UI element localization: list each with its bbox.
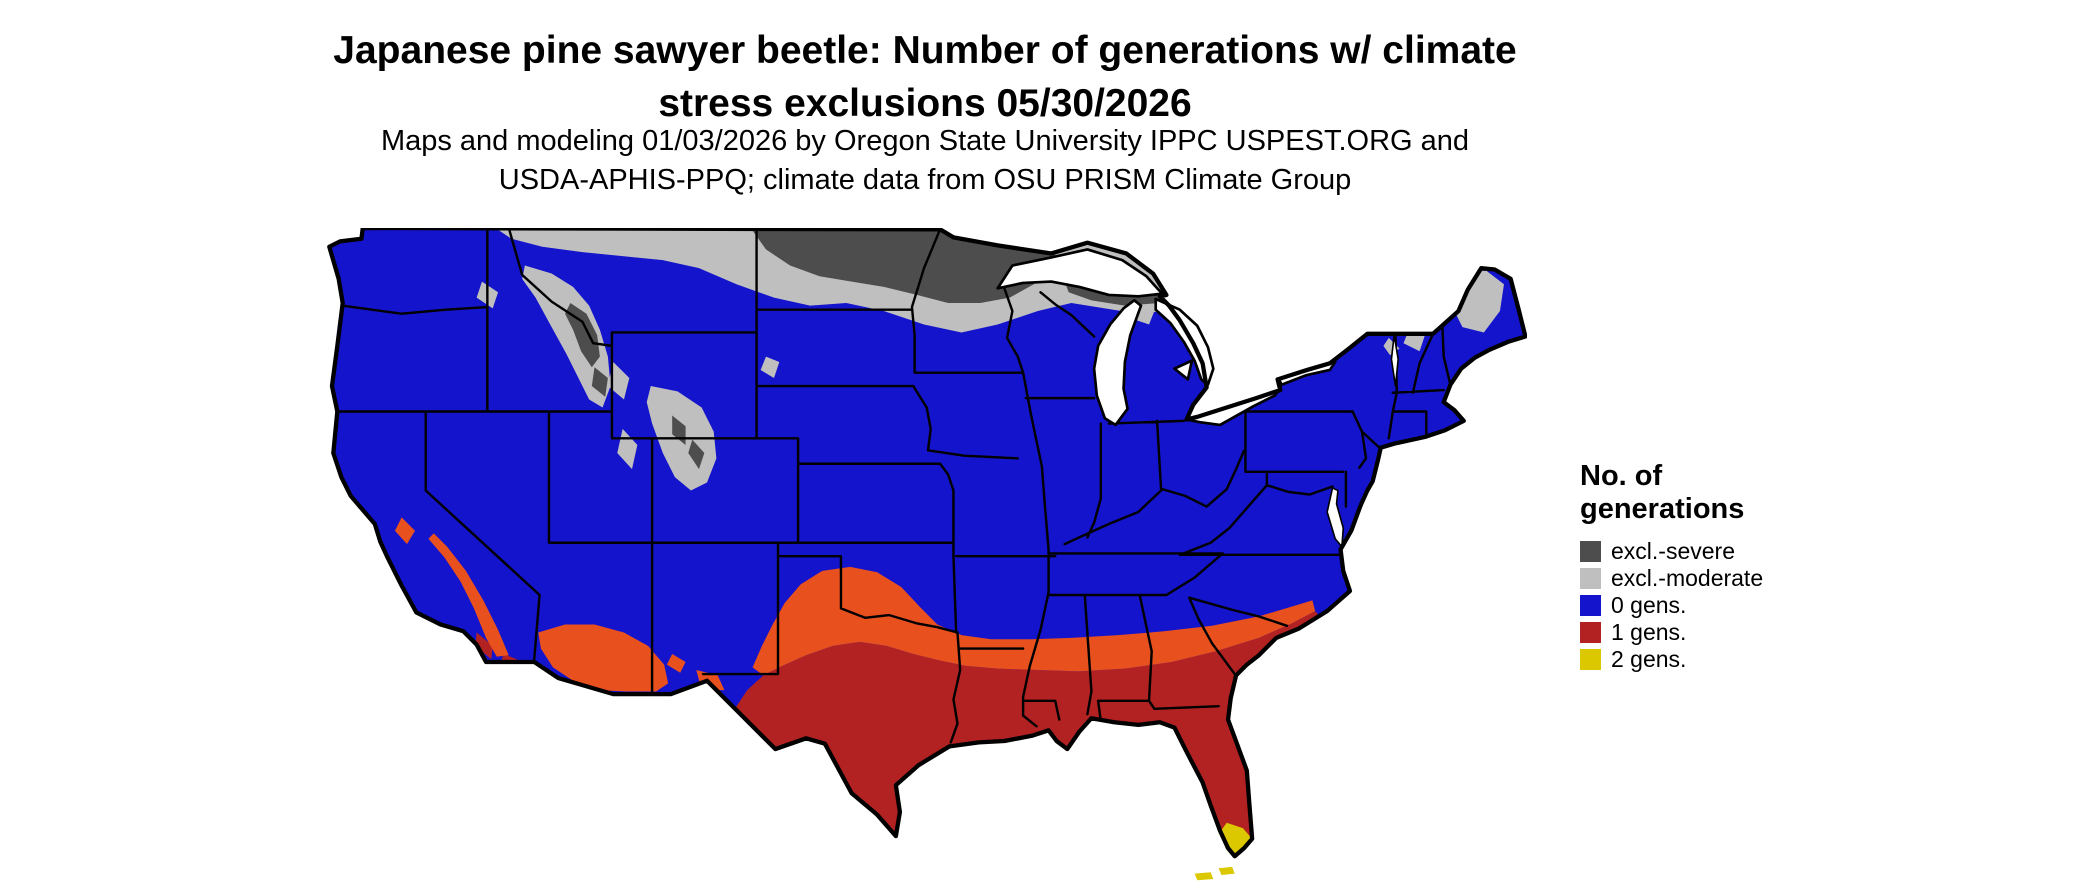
legend-title-line1: No. of [1580,460,1663,492]
map-region-1-gen-transition [394,517,1316,692]
great-lakes [996,248,1399,548]
lake-champlain [1390,334,1399,387]
map-title: Japanese pine sawyer beetle: Number of g… [0,24,1850,130]
legend-item-1-gens: 1 gens. [1580,619,1860,646]
map-title-line2: stress exclusions 05/30/2026 [658,82,1192,125]
legend-label-1-gens: 1 gens. [1611,619,1687,645]
legend-label-2-gens: 2 gens. [1611,646,1687,672]
legend-label-excl-severe: excl.-severe [1611,538,1735,564]
map-title-line1: Japanese pine sawyer beetle: Number of g… [333,29,1517,72]
legend-item-excl-moderate: excl.-moderate [1580,565,1860,592]
map-region-florida-keys [1194,866,1235,881]
us-map [321,228,1527,887]
map-subtitle-line1: Maps and modeling 01/03/2026 by Oregon S… [380,125,1470,157]
legend-title-line2: generations [1580,493,1745,525]
legend-label-excl-moderate: excl.-moderate [1611,565,1764,591]
legend-swatch-1-gens [1580,622,1601,643]
chesapeake-bay [1326,487,1345,548]
legend-swatch-0-gens [1580,595,1601,616]
legend-label-0-gens: 0 gens. [1611,592,1687,618]
legend-item-2-gens: 2 gens. [1580,646,1860,673]
lake-superior [996,248,1164,298]
legend-swatch-2-gens [1580,649,1601,670]
state-boundaries [336,228,1452,744]
legend-items: excl.-severe excl.-moderate 0 gens. 1 ge… [1580,538,1860,673]
conus-map-svg [321,228,1527,881]
legend-item-excl-severe: excl.-severe [1580,538,1860,565]
saginaw-bay [1173,359,1194,381]
legend-item-0-gens: 0 gens. [1580,592,1860,619]
legend-swatch-excl-moderate [1580,568,1601,589]
map-subtitle-line2: USDA-APHIS-PPQ; climate data from OSU PR… [498,164,1352,196]
map-legend: No. of generations excl.-severe excl.-mo… [1580,460,1860,673]
map-region-excl-severe [565,228,1163,470]
legend-swatch-excl-severe [1580,541,1601,562]
map-subtitle: Maps and modeling 01/03/2026 by Oregon S… [0,122,1850,200]
lake-michigan [1092,298,1143,427]
legend-title: No. of generations [1580,460,1860,526]
